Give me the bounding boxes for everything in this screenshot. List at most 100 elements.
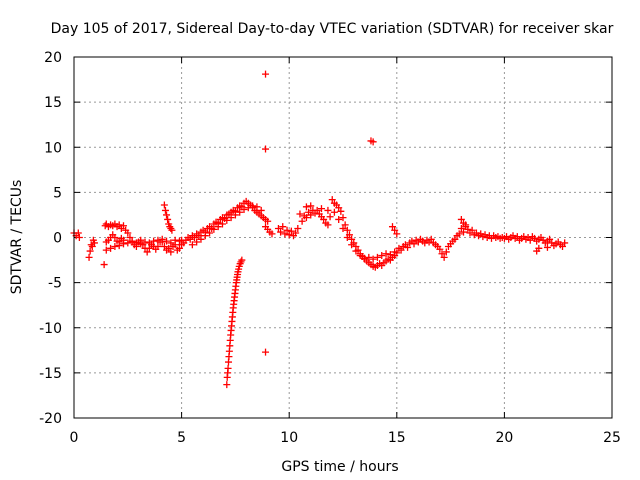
y-tick-label: -20 xyxy=(39,411,62,427)
data-point xyxy=(320,215,328,223)
plot-frame xyxy=(73,56,613,419)
data-point xyxy=(352,247,360,255)
x-axis-label: GPS time / hours xyxy=(281,459,398,475)
data-point xyxy=(339,214,347,222)
data-point xyxy=(427,235,435,243)
x-tick-label: 0 xyxy=(70,430,79,446)
data-point xyxy=(90,239,98,247)
data-point xyxy=(292,229,300,237)
data-point xyxy=(410,240,418,248)
chart-title: Day 105 of 2017, Sidereal Day-to-day VTE… xyxy=(51,21,614,37)
data-point xyxy=(440,253,448,261)
y-tick-label: -10 xyxy=(39,321,62,337)
data-point xyxy=(128,238,136,246)
data-point xyxy=(287,227,295,235)
data-point xyxy=(158,238,166,246)
data-point xyxy=(163,237,171,245)
data-point xyxy=(462,221,470,229)
data-point xyxy=(307,202,315,210)
data-point xyxy=(436,245,444,253)
data-point xyxy=(257,206,265,214)
data-point xyxy=(186,235,194,243)
data-point xyxy=(102,246,110,254)
y-axis-label: SDTVAR / TECUs xyxy=(9,180,25,295)
y-tick-label: -15 xyxy=(39,366,62,382)
data-point xyxy=(302,214,310,222)
data-point xyxy=(124,239,132,247)
x-tick-label: 5 xyxy=(177,430,186,446)
data-point xyxy=(124,229,132,237)
data-point xyxy=(335,215,343,223)
data-point xyxy=(88,243,96,251)
data-point xyxy=(231,211,239,219)
y-tick-label: 5 xyxy=(53,185,62,201)
data-point xyxy=(369,255,377,263)
data-point xyxy=(294,224,302,232)
data-point xyxy=(145,239,153,247)
data-point xyxy=(195,232,203,240)
data-point xyxy=(126,234,134,241)
data-point xyxy=(451,235,459,243)
data-point xyxy=(281,230,289,238)
data-point xyxy=(546,235,554,243)
y-tick-label: -5 xyxy=(48,276,62,292)
data-point xyxy=(559,243,567,251)
data-point xyxy=(455,230,463,238)
data-point xyxy=(150,237,158,245)
data-point xyxy=(460,228,468,236)
data-point xyxy=(111,234,119,241)
data-point xyxy=(382,250,390,258)
data-point xyxy=(442,248,450,256)
data-point xyxy=(240,206,248,214)
data-point xyxy=(356,252,364,260)
data-point xyxy=(191,234,199,241)
data-point xyxy=(236,208,244,216)
data-point xyxy=(369,138,377,146)
data-point xyxy=(324,221,332,229)
data-point xyxy=(438,250,446,258)
data-point xyxy=(253,203,261,211)
data-point xyxy=(210,225,218,233)
data-point xyxy=(154,243,162,251)
data-point xyxy=(163,211,171,219)
data-points xyxy=(70,70,569,389)
data-point xyxy=(115,242,123,250)
data-point xyxy=(279,223,287,231)
data-point xyxy=(193,238,201,246)
data-point xyxy=(175,244,183,252)
data-point xyxy=(197,235,205,243)
data-point xyxy=(373,253,381,261)
x-tick-label: 15 xyxy=(388,430,406,446)
data-point xyxy=(75,234,83,241)
data-point xyxy=(337,207,345,215)
data-point xyxy=(388,223,396,231)
data-point xyxy=(268,230,276,238)
data-point xyxy=(111,243,119,251)
data-point xyxy=(86,247,94,255)
data-point xyxy=(393,230,401,238)
data-point xyxy=(238,256,246,264)
data-point xyxy=(335,204,343,212)
data-point xyxy=(307,211,315,219)
y-tick-label: 20 xyxy=(44,50,62,66)
data-point xyxy=(341,221,349,229)
data-point xyxy=(223,216,231,224)
data-point xyxy=(296,210,304,218)
data-point xyxy=(262,145,270,153)
data-point xyxy=(274,224,282,232)
data-point xyxy=(343,226,351,234)
data-point xyxy=(262,70,270,78)
data-point xyxy=(285,231,293,239)
data-point xyxy=(348,241,356,249)
data-point xyxy=(154,236,162,244)
data-point xyxy=(457,215,465,223)
data-point xyxy=(339,224,347,232)
data-point xyxy=(85,253,93,261)
data-point xyxy=(137,240,145,248)
data-point xyxy=(244,204,252,212)
data-point xyxy=(218,220,226,228)
data-point xyxy=(201,232,209,240)
data-point xyxy=(167,239,175,247)
data-point xyxy=(561,239,569,247)
data-point xyxy=(378,252,386,260)
